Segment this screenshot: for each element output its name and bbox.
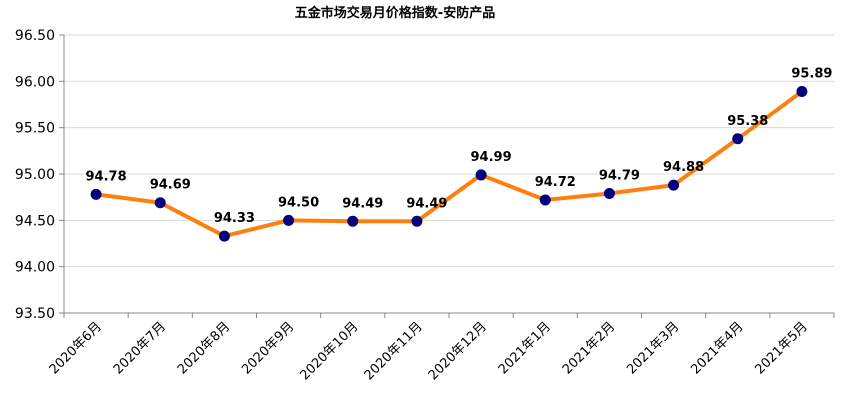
data-label-9: 94.88 — [663, 160, 704, 175]
y-tick-label-6: 96.50 — [15, 28, 55, 44]
data-point-0 — [90, 188, 102, 200]
data-label-1: 94.69 — [150, 178, 191, 193]
data-point-1 — [154, 197, 166, 209]
data-point-8 — [603, 187, 615, 199]
series-group — [90, 86, 808, 242]
data-point-3 — [283, 214, 295, 226]
data-label-5: 94.49 — [406, 196, 447, 211]
y-tick-label-2: 94.50 — [15, 213, 55, 229]
y-tick-label-3: 95.00 — [15, 167, 55, 183]
data-label-3: 94.50 — [278, 195, 319, 210]
data-label-8: 94.79 — [599, 168, 640, 183]
x-tick-label-0: 2020年6月 — [47, 319, 105, 377]
data-point-6 — [475, 169, 487, 181]
x-axis: 2020年6月 2020年7月 2020年8月 2020年9月 2020年10月 2020… — [47, 312, 835, 383]
data-labels: 94.78 94.69 94.33 94.50 94.49 94.49 94.99 94.72… — [86, 67, 833, 227]
x-tick-label-2: 2020年8月 — [175, 319, 233, 377]
data-point-9 — [668, 179, 680, 191]
data-label-2: 94.33 — [214, 211, 255, 226]
y-tick-label-5: 96.00 — [15, 74, 55, 90]
data-point-11 — [796, 86, 808, 98]
y-tick-label-4: 95.50 — [15, 121, 55, 137]
data-label-11: 95.89 — [791, 67, 832, 82]
data-point-2 — [218, 230, 230, 242]
x-tick-label-5: 2020年11月 — [362, 319, 426, 383]
data-label-4: 94.49 — [342, 196, 383, 211]
series-line — [95, 89, 804, 239]
y-tick-label-0: 93.50 — [15, 306, 55, 322]
data-point-5 — [411, 215, 423, 227]
data-label-6: 94.99 — [471, 150, 512, 165]
gridlines — [64, 34, 834, 314]
x-tick-label-10: 2021年4月 — [688, 319, 746, 377]
x-tick-label-9: 2021年3月 — [624, 319, 682, 377]
data-point-7 — [539, 194, 551, 206]
x-tick-label-7: 2021年1月 — [496, 319, 554, 377]
data-label-10: 95.38 — [727, 114, 768, 129]
x-tick-label-4: 2020年10月 — [297, 319, 361, 383]
x-tick-label-11: 2021年5月 — [753, 319, 811, 377]
y-tick-label-1: 94.00 — [15, 260, 55, 276]
data-label-0: 94.78 — [86, 169, 127, 184]
y-axis: 93.50 94.00 94.50 95.00 95.50 96.00 96.50 — [15, 28, 65, 322]
chart-title: 五金市场交易月价格指数-安防产品 — [295, 5, 495, 21]
data-label-7: 94.72 — [535, 175, 576, 190]
x-tick-label-8: 2021年2月 — [560, 319, 618, 377]
x-tick-label-1: 2020年7月 — [111, 319, 169, 377]
x-tick-label-3: 2020年9月 — [239, 319, 297, 377]
data-point-4 — [347, 215, 359, 227]
data-point-10 — [732, 133, 744, 145]
x-tick-label-6: 2020年12月 — [426, 319, 490, 383]
